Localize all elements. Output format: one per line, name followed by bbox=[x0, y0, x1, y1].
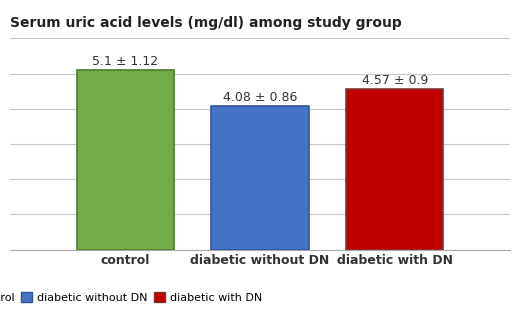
Bar bbox=[346, 89, 444, 250]
Bar bbox=[212, 106, 308, 250]
Text: Serum uric acid levels (mg/dl) among study group: Serum uric acid levels (mg/dl) among stu… bbox=[10, 16, 402, 30]
Text: 5.1 ± 1.12: 5.1 ± 1.12 bbox=[92, 55, 158, 68]
Legend: control, diabetic without DN, diabetic with DN: control, diabetic without DN, diabetic w… bbox=[0, 288, 266, 308]
Bar bbox=[76, 70, 174, 250]
Text: 4.08 ± 0.86: 4.08 ± 0.86 bbox=[223, 91, 297, 104]
Text: 4.57 ± 0.9: 4.57 ± 0.9 bbox=[362, 74, 428, 87]
